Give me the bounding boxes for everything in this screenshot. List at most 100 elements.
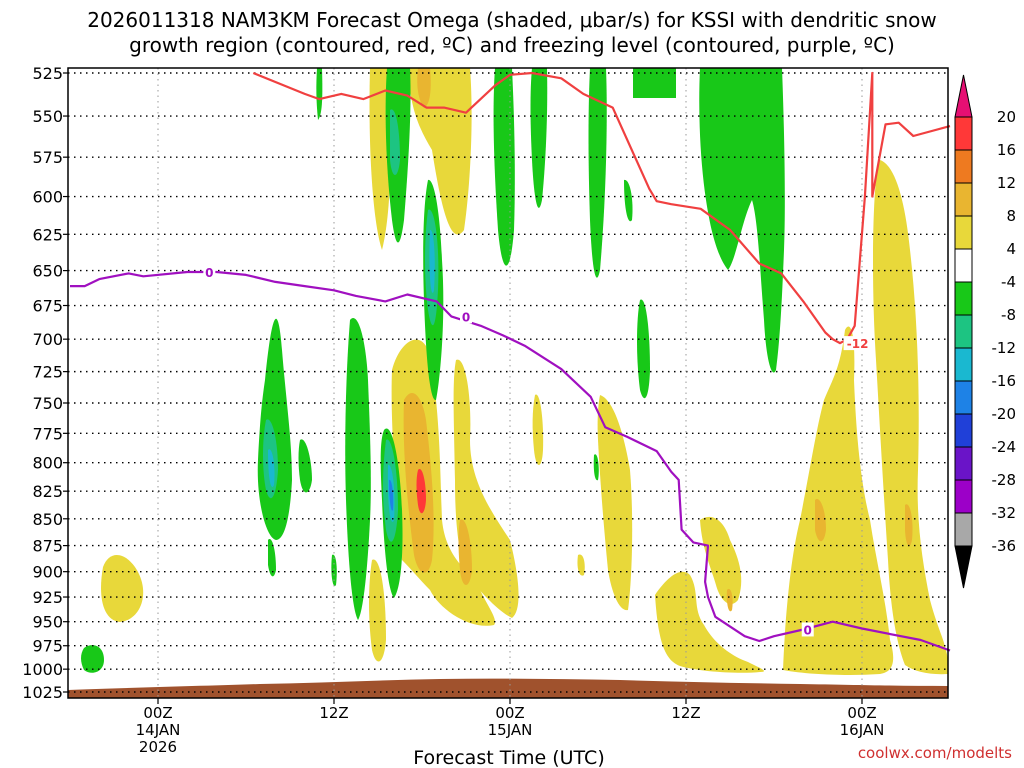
colorbar-segment (954, 380, 973, 415)
colorbar-segment (954, 314, 973, 349)
omega-region (458, 519, 472, 585)
contour-lines: 0 0 0 -12 (70, 71, 951, 652)
omega-region (815, 499, 826, 542)
chart-title-line-2: growth region (contoured, red, ºC) and f… (129, 33, 895, 57)
y-tick-label: 700 (32, 330, 63, 349)
x-axis-title: Forecast Time (UTC) (413, 747, 604, 768)
omega-region (408, 68, 472, 235)
colorbar-top-arrow (954, 74, 973, 118)
omega-region (624, 179, 633, 222)
omega-region (101, 555, 144, 622)
credit-text: coolwx.com/modelts (858, 744, 1012, 762)
contour-label-bg (843, 336, 872, 351)
omega-region (783, 326, 894, 675)
x-tick-label: 12Z (319, 704, 348, 722)
omega-region (369, 559, 386, 662)
contour-label: 0 (205, 266, 213, 280)
colorbar-label: -16 (992, 372, 1017, 390)
omega-region (700, 516, 742, 605)
x-tick-label: 00Z (495, 704, 524, 722)
colorbar-segment (954, 512, 973, 547)
omega-region (493, 68, 515, 266)
y-tick-label: 900 (32, 563, 63, 582)
omega-region (429, 229, 435, 293)
y-tick-label: 925 (32, 588, 63, 607)
omega-region (588, 68, 607, 278)
omega-region (268, 449, 275, 487)
omega-region (905, 504, 913, 546)
omega-region (417, 68, 431, 108)
contour-label: -12 (847, 337, 869, 351)
omega-region (316, 68, 323, 120)
y-tick-label: 600 (32, 188, 63, 207)
x-tick-label: 12Z (671, 704, 700, 722)
y-tick-label: 650 (32, 262, 63, 281)
y-tick-label: 550 (32, 107, 63, 126)
omega-region (530, 68, 548, 208)
omega-region (416, 469, 426, 514)
colorbar-segment (954, 149, 973, 184)
plot-frame (67, 67, 949, 699)
omega-region (389, 479, 394, 511)
y-tick-label: 1000 (22, 660, 63, 679)
x-tick-label: 2026 (139, 738, 177, 756)
contour-label: 0 (462, 310, 470, 324)
omega-region (637, 299, 650, 399)
omega-region (577, 554, 585, 576)
omega-region (699, 68, 785, 373)
y-tick-label: 750 (32, 394, 63, 413)
y-tick-label: 950 (32, 613, 63, 632)
omega-region (597, 395, 633, 611)
colorbar-label: -8 (1001, 306, 1016, 324)
colorbar-segment (954, 281, 973, 316)
colorbar-label: -20 (992, 405, 1017, 423)
omega-region (390, 109, 400, 175)
omega-region (532, 394, 544, 465)
chart-title-line-1: 2026011318 NAM3KM Forecast Omega (shaded… (87, 8, 937, 32)
y-tick-label: 875 (32, 537, 63, 556)
omega-region (331, 554, 337, 586)
y-tick-label: 675 (32, 297, 63, 316)
colorbar-label: -32 (992, 504, 1017, 522)
colorbar-segment (954, 446, 973, 481)
y-tick-label: 1025 (22, 683, 63, 702)
omega-region (81, 645, 104, 673)
terrain-fill (68, 678, 948, 698)
colorbar-label: -36 (992, 537, 1017, 555)
omega-region (298, 439, 312, 493)
omega-region (655, 571, 765, 673)
y-axis: 525 550 575 600 625 650 675 700 725 750 775 800 825 8… (22, 64, 68, 702)
colorbar-label: 16 (997, 141, 1016, 159)
omega-region (268, 539, 276, 577)
colorbar-label: -4 (1001, 273, 1016, 291)
colorbar-label: -12 (992, 339, 1017, 357)
colorbar-label: -28 (992, 471, 1017, 489)
omega-shading (81, 68, 948, 675)
colorbar-segment (954, 248, 973, 283)
omega-region (593, 454, 599, 481)
omega-region (726, 588, 733, 612)
omega-region (873, 160, 948, 675)
colorbar-segment (954, 116, 973, 151)
y-tick-label: 975 (32, 637, 63, 656)
colorbar-segment (954, 413, 973, 448)
y-tick-label: 575 (32, 148, 63, 167)
contour-label-bg (801, 622, 814, 637)
colorbar: 20 16 12 8 4 -4 -8 -12 -16 -20 -24 -28 -32 -36 (954, 74, 1017, 589)
colorbar-segment (954, 479, 973, 514)
colorbar-label: 4 (1006, 240, 1016, 258)
colorbar-label: 12 (997, 174, 1016, 192)
omega-region (345, 318, 371, 620)
y-tick-label: 775 (32, 424, 63, 443)
x-tick-label: 00Z (847, 704, 876, 722)
y-tick-label: 825 (32, 482, 63, 501)
colorbar-label: -24 (992, 438, 1017, 456)
omega-region (257, 318, 292, 540)
contour-label-bg (203, 265, 216, 280)
colorbar-segment (954, 182, 973, 217)
contour-label-bg (460, 309, 472, 324)
colorbar-segment (954, 347, 973, 382)
terrain (68, 678, 948, 698)
